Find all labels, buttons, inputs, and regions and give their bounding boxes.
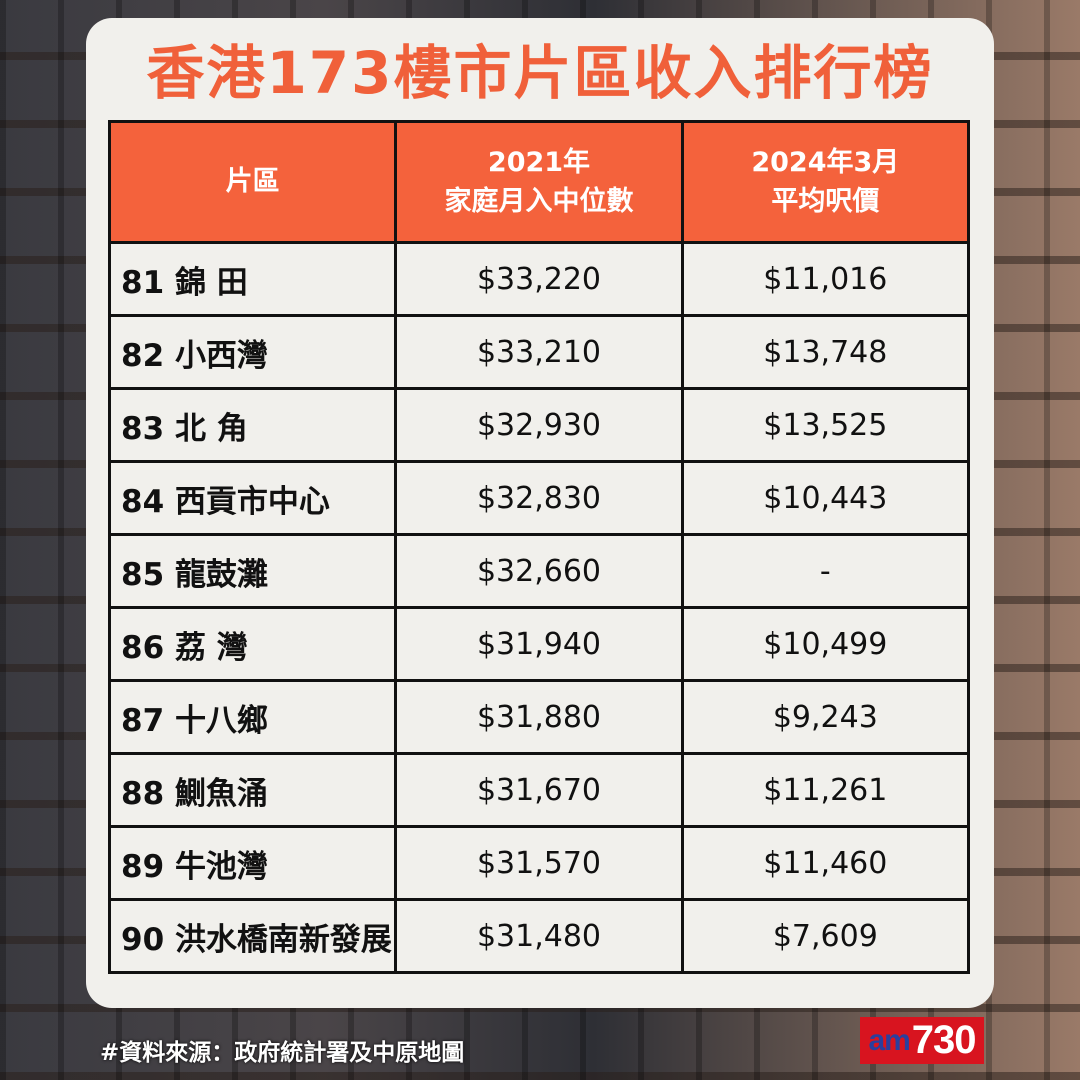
income-cell: $32,660 [394, 533, 684, 609]
income-cell: $31,670 [394, 752, 684, 828]
table-row: 90 洪水橋南新發展 $31,480 $7,609 [107, 898, 971, 974]
table-row: 81 錦 田 $33,220 $11,016 [107, 241, 971, 317]
district-cell: 89 牛池灣 [107, 825, 398, 901]
income-cell: $31,570 [394, 825, 684, 901]
district-cell: 86 荔 灣 [107, 606, 398, 682]
price-cell: $13,748 [680, 314, 971, 390]
page-title: 香港173樓市片區收入排行榜 [146, 39, 934, 107]
price-cell: $11,460 [680, 825, 971, 901]
income-cell: $33,220 [394, 241, 684, 317]
table-row: 84 西貢市中心 $32,830 $10,443 [107, 460, 971, 536]
table-row: 88 鰂魚涌 $31,670 $11,261 [107, 752, 971, 828]
table-row: 82 小西灣 $33,210 $13,748 [107, 314, 971, 390]
district-cell: 81 錦 田 [107, 241, 398, 317]
am730-logo: am 730 [860, 1017, 984, 1064]
price-cell: $11,261 [680, 752, 971, 828]
district-cell: 82 小西灣 [107, 314, 398, 390]
price-cell: $13,525 [680, 387, 971, 463]
income-cell: $32,930 [394, 387, 684, 463]
district-cell: 84 西貢市中心 [107, 460, 398, 536]
price-cell: $7,609 [680, 898, 971, 974]
header-district: 片區 [107, 120, 398, 244]
source-note: #資料來源：政府統計署及中原地圖 [100, 1040, 465, 1066]
income-cell: $31,880 [394, 679, 684, 755]
income-cell: $31,940 [394, 606, 684, 682]
district-cell: 90 洪水橋南新發展 [107, 898, 398, 974]
table-header-row: 片區 2021年 家庭月入中位數 2024年3月 平均呎價 [107, 120, 971, 244]
price-cell: $9,243 [680, 679, 971, 755]
table-row: 83 北 角 $32,930 $13,525 [107, 387, 971, 463]
price-cell: $11,016 [680, 241, 971, 317]
income-cell: $32,830 [394, 460, 684, 536]
income-cell: $33,210 [394, 314, 684, 390]
price-cell: - [680, 533, 971, 609]
header-income: 2021年 家庭月入中位數 [394, 120, 684, 244]
table-row: 86 荔 灣 $31,940 $10,499 [107, 606, 971, 682]
header-price: 2024年3月 平均呎價 [680, 120, 971, 244]
table-row: 89 牛池灣 $31,570 $11,460 [107, 825, 971, 901]
table-row: 87 十八鄉 $31,880 $9,243 [107, 679, 971, 755]
price-cell: $10,443 [680, 460, 971, 536]
price-cell: $10,499 [680, 606, 971, 682]
ranking-table: 片區 2021年 家庭月入中位數 2024年3月 平均呎價 81 錦 田 $33,2… [107, 120, 971, 974]
table-row: 85 龍鼓灘 $32,660 - [107, 533, 971, 609]
district-cell: 88 鰂魚涌 [107, 752, 398, 828]
district-cell: 83 北 角 [107, 387, 398, 463]
district-cell: 87 十八鄉 [107, 679, 398, 755]
district-cell: 85 龍鼓灘 [107, 533, 398, 609]
ranking-card: 香港173樓市片區收入排行榜 片區 2021年 家庭月入中位數 2024年3月 平均… [86, 18, 994, 1008]
income-cell: $31,480 [394, 898, 684, 974]
